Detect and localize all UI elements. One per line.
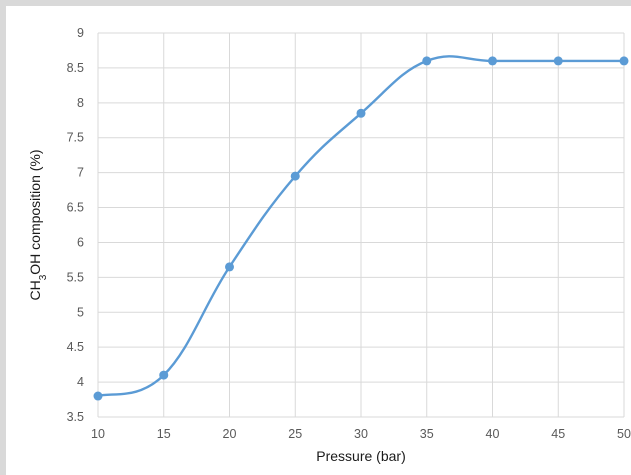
y-axis-title: CH3OH composition (%)	[27, 149, 49, 300]
data-point	[93, 391, 103, 401]
x-axis-title: Pressure (bar)	[316, 448, 405, 464]
y-tick-label: 7.5	[67, 131, 84, 145]
y-tick-label: 8	[77, 96, 84, 110]
data-point	[159, 370, 169, 380]
series-line	[97, 55, 624, 398]
y-tick-label: 4	[77, 375, 84, 389]
y-tick-label: 6	[77, 235, 84, 249]
y-tick-label: 3.5	[67, 410, 84, 424]
x-tick-label: 20	[223, 427, 237, 441]
y-tick-label: 5.5	[67, 270, 84, 284]
data-point	[225, 262, 234, 272]
y-tick-label: 9	[77, 26, 84, 40]
data-point	[422, 56, 432, 66]
y-tick-label: 7	[77, 166, 84, 180]
grid	[97, 32, 625, 418]
y-tick-label: 4.5	[67, 340, 84, 354]
y-title-subscript: 3	[38, 274, 49, 280]
x-tick-label: 50	[617, 427, 631, 441]
x-tick-label: 15	[157, 427, 171, 441]
y-tick-label: 6.5	[67, 201, 84, 215]
y-tick-label: 5	[77, 305, 84, 319]
x-tick-label: 30	[354, 427, 368, 441]
series-group	[93, 55, 629, 401]
data-point	[488, 56, 497, 66]
y-tick-label: 8.5	[67, 61, 84, 75]
data-point	[356, 108, 366, 118]
x-tick-label: 40	[486, 427, 500, 441]
data-point	[619, 56, 629, 66]
chart-frame: 3.5 4 4.5 5 5.5 6 6.5 7 7.5 8 8.5 9 10 15 20 25 30 35 40 4…	[6, 6, 631, 475]
x-tick-label: 25	[288, 427, 302, 441]
line-chart: 3.5 4 4.5 5 5.5 6 6.5 7 7.5 8 8.5 9 10 15 20 25 30 35 40 4…	[27, 26, 631, 464]
y-title-text: OH composition (%)	[27, 149, 43, 274]
x-tick-label: 45	[551, 427, 565, 441]
x-tick-label: 35	[420, 427, 434, 441]
data-point	[553, 56, 563, 66]
y-title-text: CH	[27, 280, 43, 300]
y-axis-ticks: 3.5 4 4.5 5 5.5 6 6.5 7 7.5 8 8.5 9	[67, 26, 84, 424]
data-point	[290, 171, 300, 181]
x-axis-ticks: 10 15 20 25 30 35 40 45 50	[91, 427, 631, 441]
x-tick-label: 10	[91, 427, 105, 441]
